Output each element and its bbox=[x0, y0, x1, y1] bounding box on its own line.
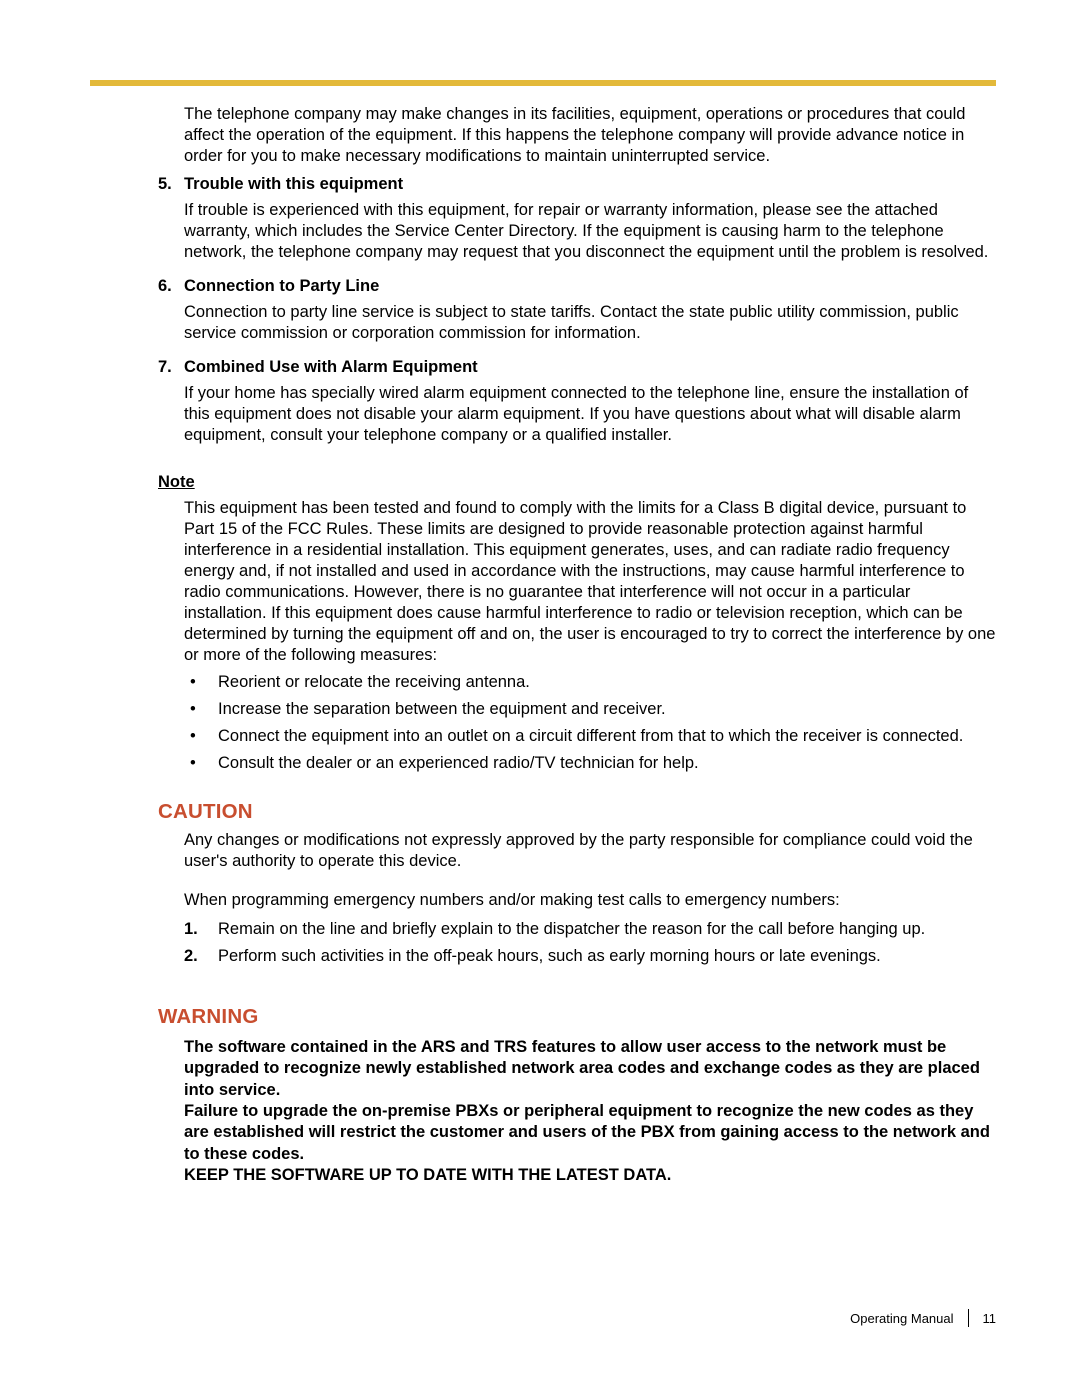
item-text: If trouble is experienced with this equi… bbox=[184, 200, 996, 263]
item-number: 7. bbox=[158, 358, 184, 454]
bullet-text: Reorient or relocate the receiving anten… bbox=[218, 672, 996, 693]
bullet-marker: • bbox=[184, 672, 218, 693]
note-text: This equipment has been tested and found… bbox=[184, 498, 996, 666]
bullet-marker: • bbox=[184, 753, 218, 774]
page-content: The telephone company may make changes i… bbox=[90, 104, 996, 1187]
item-title: Combined Use with Alarm Equipment bbox=[184, 358, 996, 377]
item-number: 5. bbox=[158, 175, 184, 271]
item-title: Connection to Party Line bbox=[184, 277, 996, 296]
item-title: Trouble with this equipment bbox=[184, 175, 996, 194]
note-bullet-list: • Reorient or relocate the receiving ant… bbox=[184, 672, 996, 774]
numbered-item: 6. Connection to Party Line Connection t… bbox=[158, 277, 996, 352]
warning-paragraph: Failure to upgrade the on-premise PBXs o… bbox=[184, 1102, 990, 1163]
item-text: If your home has specially wired alarm e… bbox=[184, 383, 996, 446]
caution-heading: CAUTION bbox=[158, 800, 996, 824]
footer-separator bbox=[968, 1309, 969, 1327]
warning-body: The software contained in the ARS and TR… bbox=[184, 1037, 996, 1187]
caution-text: When programming emergency numbers and/o… bbox=[184, 890, 996, 911]
bullet-text: Increase the separation between the equi… bbox=[218, 699, 996, 720]
header-rule bbox=[90, 80, 996, 86]
bullet-text: Consult the dealer or an experienced rad… bbox=[218, 753, 996, 774]
caution-text: Any changes or modifications not express… bbox=[184, 830, 996, 872]
bullet-marker: • bbox=[184, 726, 218, 747]
bullet-text: Connect the equipment into an outlet on … bbox=[218, 726, 996, 747]
numbered-item: 7. Combined Use with Alarm Equipment If … bbox=[158, 358, 996, 454]
footer-page-number: 11 bbox=[983, 1311, 997, 1326]
ordered-text: Remain on the line and briefly explain t… bbox=[218, 919, 996, 940]
item-number: 6. bbox=[158, 277, 184, 352]
warning-heading: WARNING bbox=[158, 1005, 996, 1029]
bullet-item: • Reorient or relocate the receiving ant… bbox=[184, 672, 996, 693]
bullet-item: • Consult the dealer or an experienced r… bbox=[184, 753, 996, 774]
ordered-marker: 2. bbox=[184, 946, 218, 967]
ordered-marker: 1. bbox=[184, 919, 218, 940]
bullet-marker: • bbox=[184, 699, 218, 720]
bullet-item: • Connect the equipment into an outlet o… bbox=[184, 726, 996, 747]
ordered-item: 2. Perform such activities in the off-pe… bbox=[184, 946, 996, 967]
numbered-item: 5. Trouble with this equipment If troubl… bbox=[158, 175, 996, 271]
item-text: Connection to party line service is subj… bbox=[184, 302, 996, 344]
bullet-item: • Increase the separation between the eq… bbox=[184, 699, 996, 720]
page-footer: Operating Manual 11 bbox=[850, 1309, 996, 1327]
caution-ordered-list: 1. Remain on the line and briefly explai… bbox=[184, 919, 996, 967]
warning-paragraph: KEEP THE SOFTWARE UP TO DATE WITH THE LA… bbox=[184, 1166, 671, 1184]
ordered-text: Perform such activities in the off-peak … bbox=[218, 946, 996, 967]
intro-paragraph: The telephone company may make changes i… bbox=[184, 104, 996, 167]
footer-title: Operating Manual bbox=[850, 1311, 953, 1326]
note-label: Note bbox=[158, 473, 996, 492]
warning-paragraph: The software contained in the ARS and TR… bbox=[184, 1038, 980, 1099]
ordered-item: 1. Remain on the line and briefly explai… bbox=[184, 919, 996, 940]
